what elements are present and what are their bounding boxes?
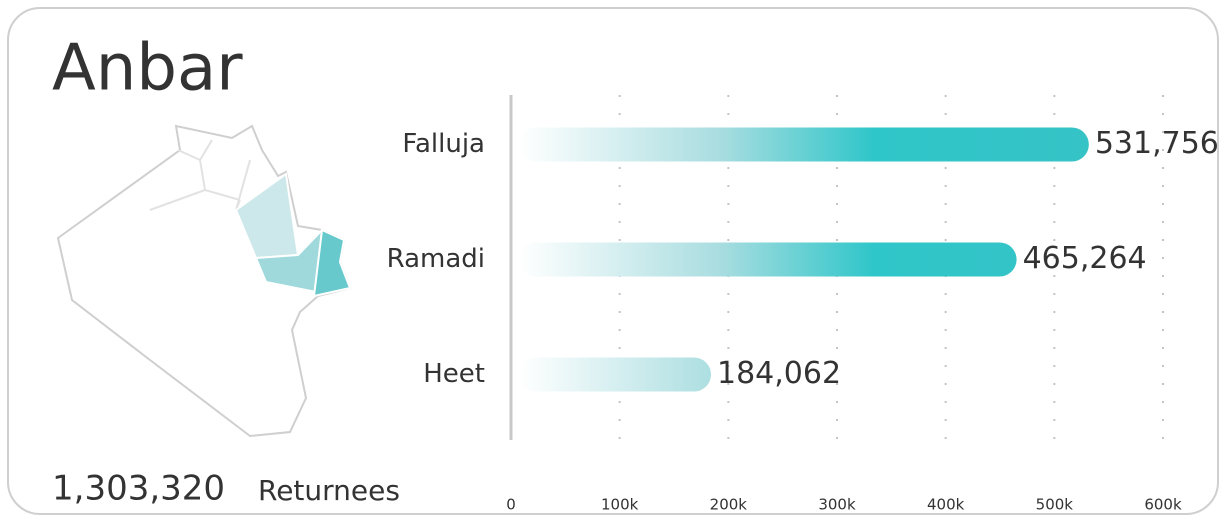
x-tick-label: 100k	[601, 496, 639, 514]
x-tick-label: 0	[506, 496, 516, 514]
bar	[519, 242, 1017, 277]
x-tick-label: 500k	[1036, 496, 1074, 514]
x-tick-label: 300k	[818, 496, 856, 514]
category-label: Heet	[423, 359, 485, 389]
category-label: Ramadi	[387, 244, 485, 274]
value-label: 465,264	[1023, 241, 1147, 276]
x-tick-label: 200k	[710, 496, 748, 514]
bar	[519, 127, 1089, 162]
x-tick-label: 400k	[927, 496, 965, 514]
total-unit: Returnees	[258, 474, 400, 507]
map	[56, 124, 352, 438]
value-label: 184,062	[717, 356, 841, 391]
category-label: Falluja	[402, 129, 485, 159]
bar	[519, 357, 712, 392]
total-value: 1,303,320	[52, 469, 225, 509]
title: Anbar	[52, 32, 243, 106]
value-label: 531,756	[1095, 126, 1219, 161]
x-tick-label: 600k	[1144, 496, 1182, 514]
